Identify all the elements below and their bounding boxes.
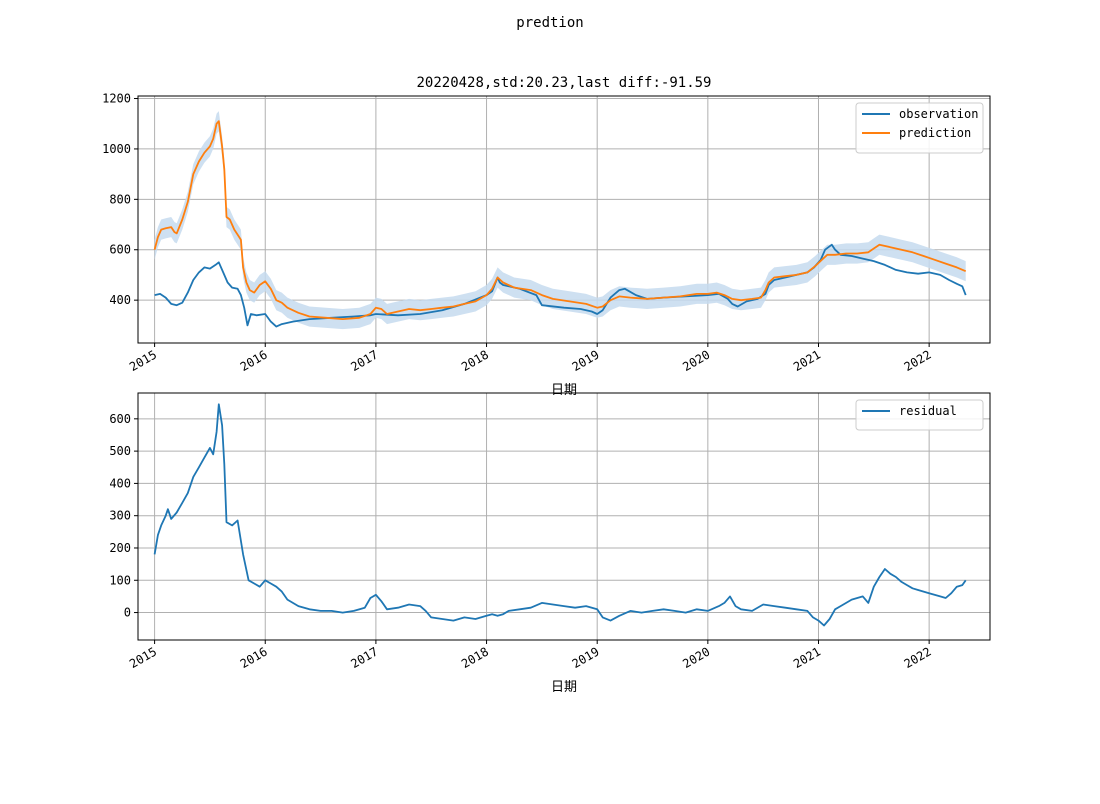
bottom-legend: residual <box>855 399 984 431</box>
bottom-ytick-label-200: 200 <box>109 541 131 555</box>
bottom-legend-box <box>855 399 984 431</box>
top-axes-frame <box>137 95 991 344</box>
top-ytick-label-800: 800 <box>109 192 131 206</box>
top-legend: observation prediction <box>855 102 984 154</box>
top-ytick-label-1200: 1200 <box>102 92 131 106</box>
bottom-ytick-label-300: 300 <box>109 509 131 523</box>
bottom-ytick-label-500: 500 <box>109 444 131 458</box>
bottom-legend-label-residual: residual <box>899 404 957 418</box>
top-series-observation <box>154 243 967 328</box>
top-series-prediction <box>153 120 967 320</box>
bottom-ytick-label-0: 0 <box>124 606 131 620</box>
bottom-ytick-label-100: 100 <box>109 573 131 587</box>
top-ytick-label-1000: 1000 <box>102 142 131 156</box>
top-ytick-label-400: 400 <box>109 293 131 307</box>
bottom-axes-frame <box>137 392 991 641</box>
top-legend-label-prediction: prediction <box>899 126 971 140</box>
top-legend-box <box>855 102 984 154</box>
top-ytick-label-600: 600 <box>109 243 131 257</box>
bottom-chart-xlabel: 日期 <box>551 680 577 695</box>
bottom-ytick-label-400: 400 <box>109 476 131 490</box>
bottom-series-residual <box>153 403 967 627</box>
top-chart-xlabel: 日期 <box>551 383 577 398</box>
figure-suptitle: predtion <box>516 15 583 31</box>
top-chart-title: 20220428,std:20.23,last diff:-91.59 <box>416 75 711 91</box>
bottom-ytick-label-600: 600 <box>109 412 131 426</box>
top-legend-label-observation: observation <box>899 107 978 121</box>
